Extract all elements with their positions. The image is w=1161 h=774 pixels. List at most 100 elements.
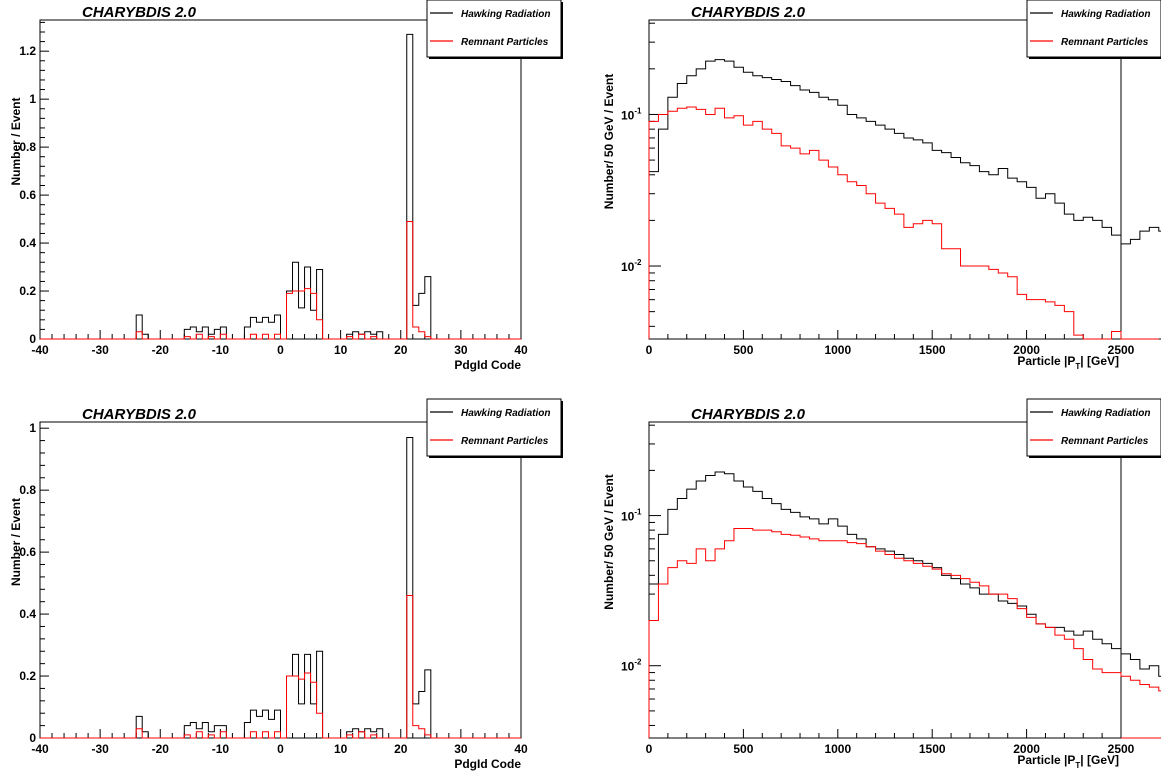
hawking-radiation-histogram	[40, 33, 521, 340]
legend-entry-label: Remnant Particles	[1061, 436, 1149, 447]
y-axis-label: Number / Event	[9, 498, 23, 586]
x-axis-label-part: Particle |P	[1017, 753, 1075, 767]
legend-entry-label: Hawking Radiation	[461, 408, 550, 419]
legend-entry-label: Hawking Radiation	[1061, 408, 1150, 419]
chart-title: CHARYBDIS 2.0	[82, 4, 197, 21]
legend: Hawking Radiation Remnant Particles	[1026, 0, 1161, 59]
legend-box	[1026, 398, 1161, 457]
legend: Hawking Radiation Remnant Particles	[426, 0, 563, 59]
remnant-particles-histogram	[40, 220, 521, 340]
x-tick-label: 20	[394, 742, 408, 756]
x-tick-label: 40	[514, 343, 528, 357]
legend: Hawking Radiation Remnant Particles	[426, 398, 563, 458]
chart-bottom-left: -40 -30 -20 -10 0 10 20 30 40 0 0.2 0.4 0.6 0.8 1 CHARY…	[9, 398, 563, 771]
x-tick-label: 2500	[1108, 742, 1135, 756]
legend-box	[1026, 0, 1161, 58]
plot-frame	[648, 19, 1122, 340]
x-axis-label: Particle |PT| [GeV]	[1017, 753, 1119, 770]
x-tick-label: 1000	[824, 343, 851, 357]
y-tick-label: 1	[29, 92, 36, 106]
legend-entry-label: Remnant Particles	[461, 37, 549, 48]
x-tick-label: 0	[277, 742, 284, 756]
x-tick-label: 40	[514, 742, 528, 756]
y-axis-label: Number / Event	[9, 97, 23, 185]
x-tick-label: -20	[152, 343, 170, 357]
x-axis-label: PdgId Code	[454, 757, 521, 771]
x-tick-label: 10	[334, 742, 348, 756]
y-tick-label: 0.6	[19, 545, 36, 559]
legend-box	[426, 398, 562, 457]
x-tick-label: -40	[31, 343, 49, 357]
legend-entry-label: Hawking Radiation	[461, 9, 550, 20]
legend-entry-label: Hawking Radiation	[1061, 9, 1150, 20]
x-tick-label: 500	[733, 343, 753, 357]
y-tick-label: 0.8	[19, 483, 36, 497]
y-tick-label: 0.4	[19, 607, 36, 621]
y-tick-label: 1	[29, 421, 36, 435]
y-tick-label: 10-2	[621, 658, 642, 674]
y-tick-exponent: -2	[634, 258, 642, 267]
x-axis-label-part: | [GeV]	[1080, 753, 1119, 767]
remnant-particles-histogram	[648, 106, 1159, 340]
x-tick-label: 30	[454, 742, 468, 756]
x-tick-label: -10	[212, 343, 230, 357]
x-tick-label: 1500	[919, 742, 946, 756]
x-axis-label-subscript: T	[1075, 761, 1080, 770]
plot-frame	[39, 19, 522, 340]
x-tick-label: 500	[733, 742, 753, 756]
y-axis-label: Number/ 50 GeV / Event	[602, 474, 616, 609]
y-tick-exponent: -2	[634, 658, 642, 667]
x-axis-label-subscript: T	[1075, 362, 1080, 371]
plot-frame	[648, 421, 1122, 739]
x-axis-label-part: Particle |P	[1017, 354, 1075, 368]
x-axis-label-part: | [GeV]	[1080, 354, 1119, 368]
x-tick-label: 30	[454, 343, 468, 357]
x-tick-label: -30	[91, 742, 109, 756]
x-axis-label: Particle |PT| [GeV]	[1017, 354, 1119, 371]
x-tick-label: 10	[334, 343, 348, 357]
y-tick-label: 1.2	[19, 44, 36, 58]
chart-title: CHARYBDIS 2.0	[691, 4, 806, 21]
chart-panels: -40 -30 -20 -10 0 10 20 30 4000.20.40.60.811.2CH…	[9, 0, 1161, 771]
y-tick-label: 10-1	[621, 106, 642, 122]
x-tick-label: -30	[91, 343, 109, 357]
hawking-radiation-histogram	[40, 436, 521, 739]
legend-box	[426, 0, 562, 58]
chart-title: CHARYBDIS 2.0	[82, 406, 197, 423]
x-tick-label: 1000	[824, 742, 851, 756]
y-tick-label: 10-1	[621, 508, 642, 524]
x-tick-label: 2500	[1108, 343, 1135, 357]
x-tick-label: -40	[31, 742, 49, 756]
chart-bottom-right: 0 500 1000 1500 2000 2500 10-1 10-2 CHARYBDIS 2.…	[602, 398, 1161, 770]
hawking-radiation-histogram	[648, 59, 1161, 340]
remnant-particles-histogram	[40, 594, 521, 739]
y-tick-label: 0	[29, 332, 36, 346]
remnant-particles-histogram	[648, 528, 1161, 739]
plot-frame	[39, 421, 522, 739]
x-tick-label: 1500	[919, 343, 946, 357]
chart-top-left: -40 -30 -20 -10 0 10 20 30 40 0 0.2 0.4 0.6 0.8 1 1.2 CH…	[9, 0, 563, 372]
x-tick-label: 0	[646, 343, 653, 357]
x-tick-label: 2000	[1013, 343, 1040, 357]
y-tick-exponent: -1	[634, 106, 642, 115]
y-tick-label: 0.2	[19, 669, 36, 683]
hawking-radiation-histogram	[648, 471, 1161, 739]
y-tick-label: 0.4	[19, 236, 36, 250]
x-tick-label: 0	[646, 742, 653, 756]
y-tick-label: 0.6	[19, 188, 36, 202]
chart-title: CHARYBDIS 2.0	[691, 406, 806, 423]
y-tick-label: 10-2	[621, 258, 642, 274]
y-axis-label: Number/ 50 GeV / Event	[602, 74, 616, 209]
legend: Hawking Radiation Remnant Particles	[1026, 398, 1161, 458]
y-tick-exponent: -1	[634, 508, 642, 517]
x-tick-label: -10	[212, 742, 230, 756]
chart-top-right: 0 500 1000 1500 2000 2500 10-1 10-2 CHARYBDIS 2.…	[602, 0, 1161, 371]
y-tick-label: 0	[29, 731, 36, 745]
x-tick-label: 0	[277, 343, 284, 357]
x-tick-label: 20	[394, 343, 408, 357]
y-tick-label: 0.2	[19, 284, 36, 298]
legend-entry-label: Remnant Particles	[461, 436, 549, 447]
x-tick-label: -20	[152, 742, 170, 756]
x-axis-label: PdgId Code	[454, 358, 521, 372]
